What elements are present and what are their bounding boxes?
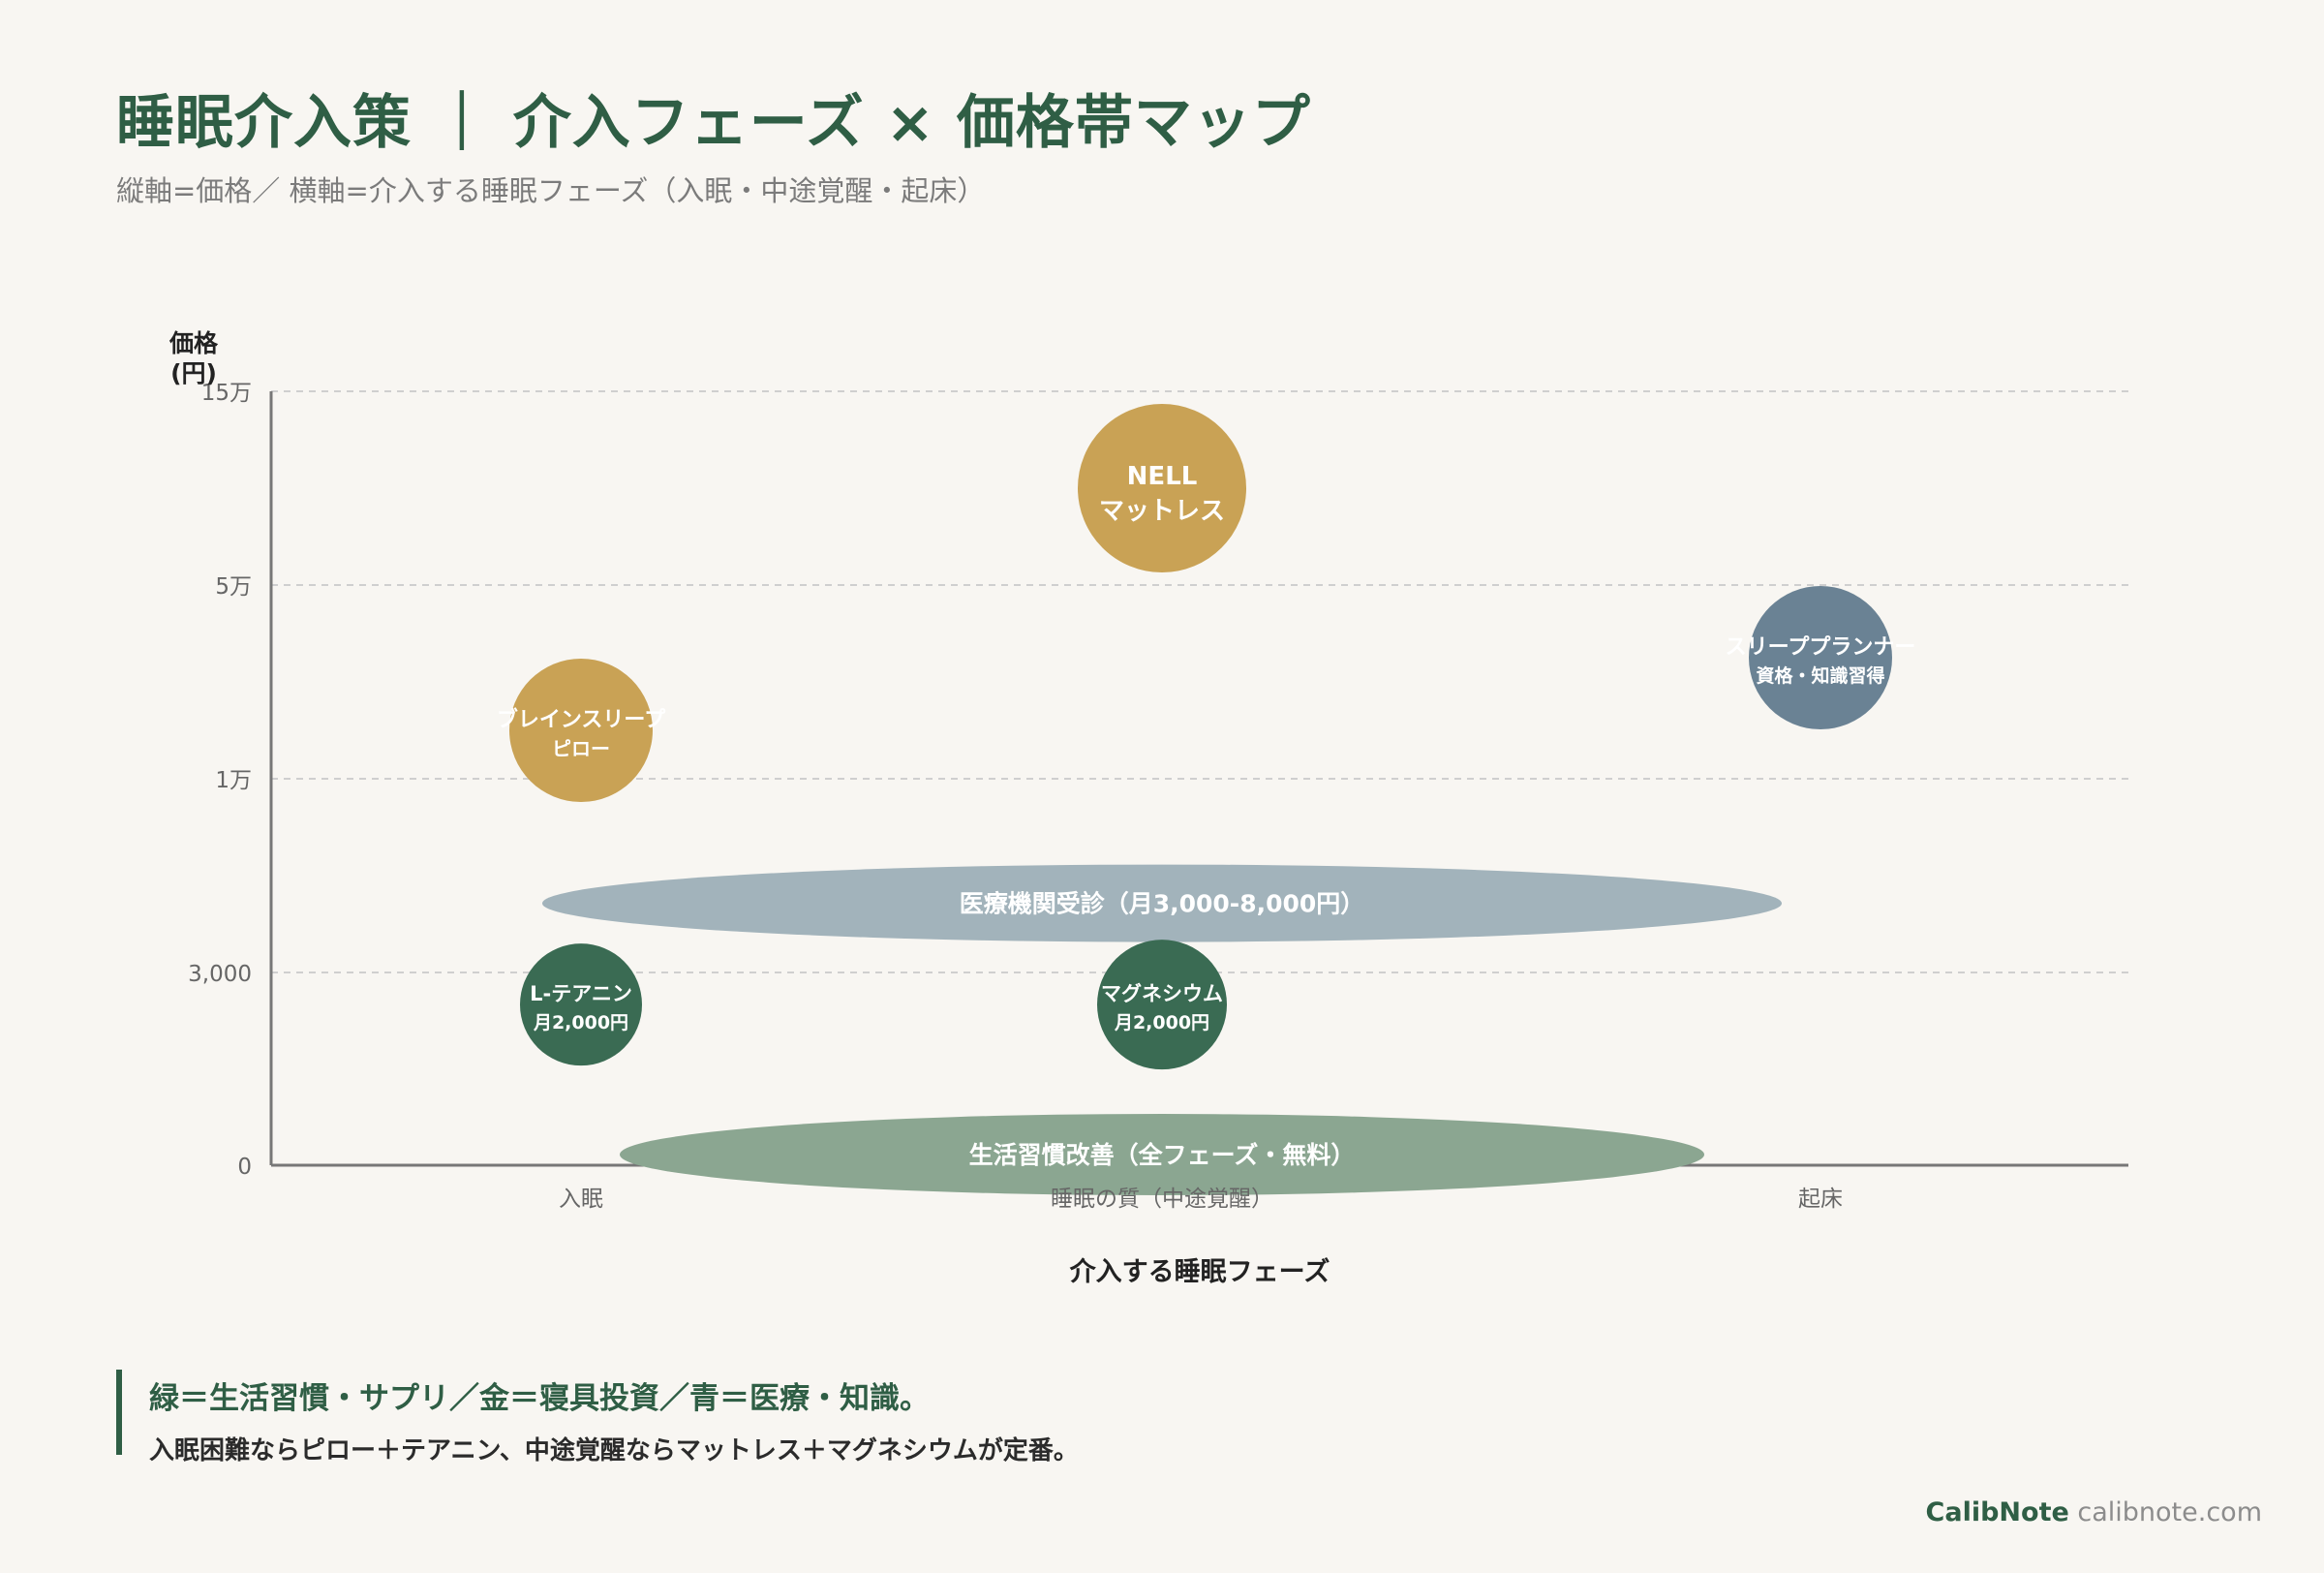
page-title: 睡眠介入策 ｜ 介入フェーズ × 価格帯マップ <box>116 89 1311 157</box>
brand-name: CalibNote <box>1925 1497 2069 1527</box>
bubble-label: ブレインスリープ <box>497 707 666 732</box>
callout-advice-text: 入眠困難ならピロー＋テアニン、中途覚醒ならマットレス＋マグネシウムが定番。 <box>149 1436 1079 1465</box>
bubble-label: L-テアニン <box>530 982 632 1005</box>
bubble <box>520 943 642 1066</box>
callout-legend-text: 緑＝生活習慣・サプリ／金＝寝具投資／青＝医療・知識。 <box>149 1381 930 1416</box>
band-label: 生活習慣改善（全フェーズ・無料） <box>969 1141 1356 1169</box>
y-axis-label-line1: 価格 <box>168 329 219 357</box>
bubble-label: マグネシウム <box>1101 982 1223 1005</box>
bubble-sublabel: 月2,000円 <box>1114 1012 1209 1033</box>
bubble-sublabel: 月2,000円 <box>533 1012 628 1033</box>
bubble-sublabel: 資格・知識習得 <box>1756 664 1884 687</box>
x-tick-label: 起床 <box>1798 1187 1843 1212</box>
x-tick-label: 睡眠の質（中途覚醒） <box>1051 1187 1273 1212</box>
y-tick-label: 15万 <box>201 381 252 406</box>
y-tick-label: 1万 <box>215 768 252 793</box>
y-tick-label: 3,000 <box>188 962 252 987</box>
bubble-sublabel: ピロー <box>552 737 610 760</box>
band-label: 医療機関受診（月3,000-8,000円） <box>960 890 1365 918</box>
site-url: calibnote.com <box>2077 1497 2262 1527</box>
bubble-label: スリーププランナー <box>1726 635 1916 660</box>
bubble <box>1749 586 1892 729</box>
site-credit: CalibNote calibnote.com <box>1926 1497 2262 1527</box>
x-axis-label: 介入する睡眠フェーズ <box>1069 1256 1330 1287</box>
bubble <box>509 659 653 802</box>
bubble-sublabel: マットレス <box>1099 497 1225 526</box>
band-ellipse <box>542 864 1782 942</box>
bubble <box>1078 404 1246 572</box>
y-tick-label: 0 <box>237 1155 252 1180</box>
bubble <box>1097 940 1227 1070</box>
bubble-label: NELL <box>1127 462 1198 491</box>
y-axis-label-line2: (円) <box>170 359 217 387</box>
bubble-chart: 0 3,000 1万 5万 15万 価格(円) 医療機関受診（月3,000-8,000円） 生… <box>168 329 2128 1287</box>
x-tick-label: 入眠 <box>559 1187 603 1212</box>
band-ellipse <box>620 1114 1704 1195</box>
y-tick-label: 5万 <box>215 574 252 600</box>
summary-callout: 緑＝生活習慣・サプリ／金＝寝具投資／青＝医療・知識。 入眠困難ならピロー＋テアニ… <box>116 1370 1079 1465</box>
page-subtitle: 縦軸=価格／ 横軸=介入する睡眠フェーズ（入眠・中途覚醒・起床） <box>116 174 986 207</box>
